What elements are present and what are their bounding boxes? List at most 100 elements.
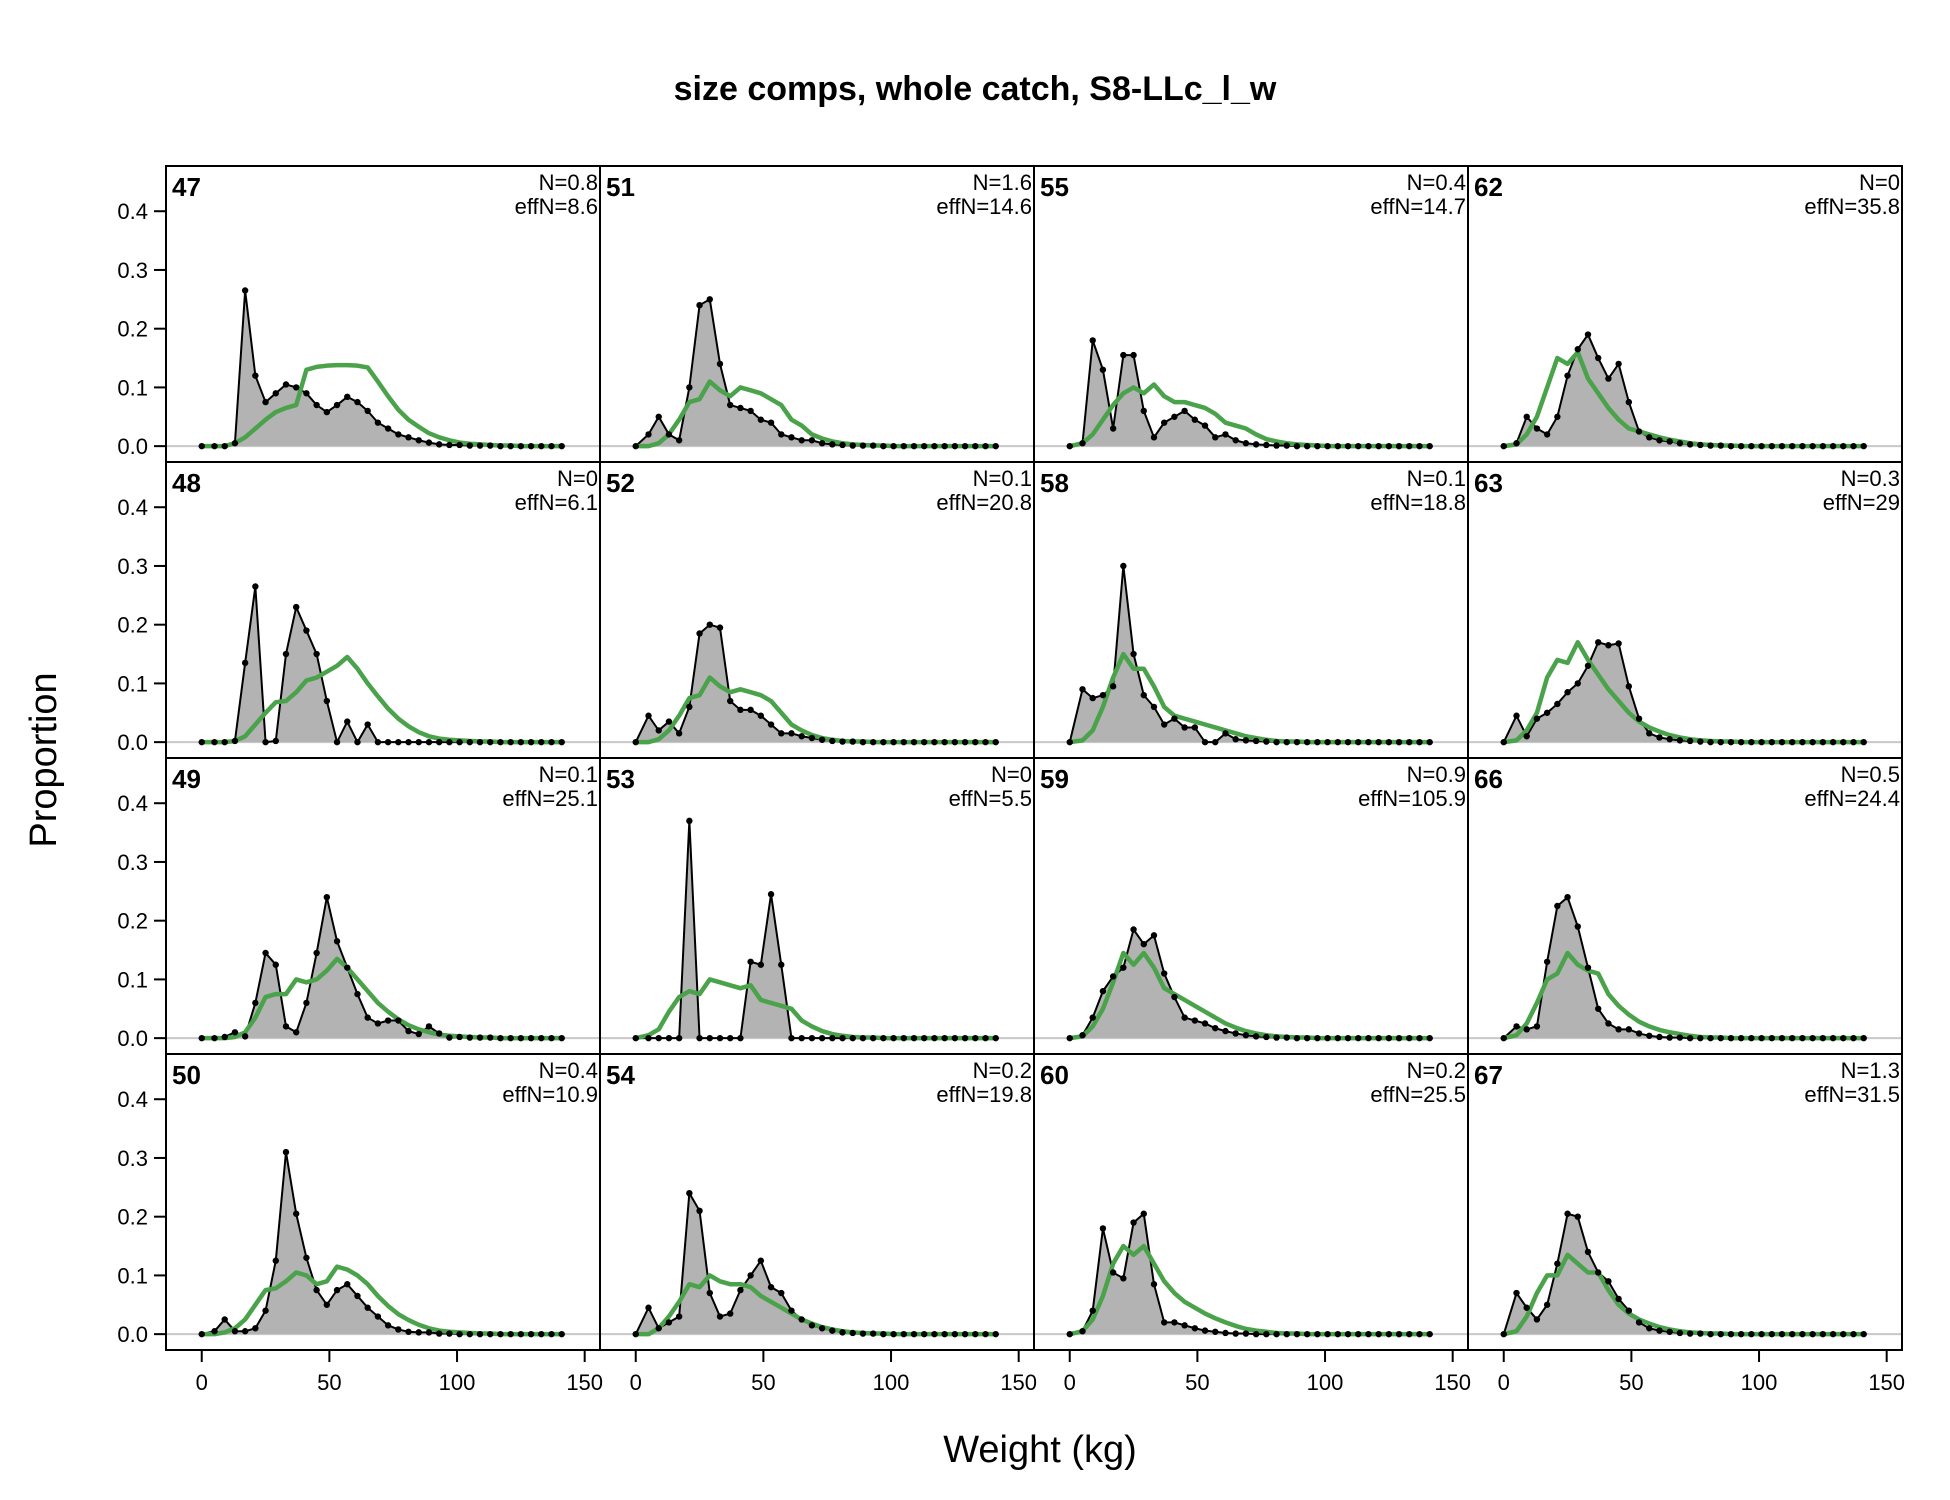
observed-area bbox=[1503, 897, 1864, 1039]
observed-point bbox=[211, 442, 218, 450]
observed-point bbox=[198, 442, 205, 450]
observed-point bbox=[1717, 442, 1724, 449]
observed-point bbox=[1385, 738, 1393, 746]
observed-point bbox=[323, 697, 331, 705]
observed-point bbox=[1574, 923, 1581, 930]
observed-point bbox=[497, 1330, 504, 1338]
panel-label: 59 bbox=[1040, 764, 1069, 794]
observed-point bbox=[198, 1034, 205, 1042]
observed-point bbox=[1748, 442, 1755, 450]
observed-area bbox=[1503, 1213, 1864, 1335]
observed-point bbox=[880, 442, 887, 450]
observed-area bbox=[201, 586, 562, 743]
observed-point bbox=[921, 442, 928, 450]
observed-point bbox=[1727, 1034, 1735, 1042]
y-tick-label: 0.0 bbox=[117, 1322, 148, 1347]
observed-point bbox=[1222, 1027, 1229, 1035]
observed-point bbox=[839, 441, 846, 449]
observed-point bbox=[1543, 431, 1551, 438]
observed-point bbox=[466, 1330, 473, 1338]
observed-point bbox=[869, 738, 877, 746]
observed-point bbox=[1758, 738, 1765, 746]
observed-point bbox=[655, 1325, 662, 1332]
observed-point bbox=[1273, 1330, 1280, 1338]
observed-point bbox=[1130, 1219, 1137, 1226]
panel-label: 51 bbox=[606, 172, 635, 202]
y-tick-label: 0.3 bbox=[117, 1146, 148, 1171]
observed-point bbox=[1758, 1330, 1765, 1338]
observed-point bbox=[992, 1330, 999, 1338]
n-label: N=0.1 bbox=[1407, 466, 1466, 491]
observed-point bbox=[262, 738, 269, 746]
observed-point bbox=[198, 1330, 205, 1338]
axes: 0.0 0.1 0.2 0.3 0.4 0.0 0.1 0.2 0.3 0.4 0.0 0.1 0.2 0… bbox=[117, 199, 1905, 1395]
observed-area bbox=[1503, 642, 1864, 743]
observed-point bbox=[1344, 442, 1352, 450]
observed-point bbox=[880, 1034, 887, 1042]
observed-point bbox=[972, 1034, 979, 1042]
observed-point bbox=[849, 738, 856, 745]
observed-point bbox=[1212, 738, 1219, 746]
observed-point bbox=[456, 1033, 463, 1041]
observed-point bbox=[1829, 442, 1837, 450]
observed-point bbox=[1737, 1330, 1745, 1338]
observed-point bbox=[241, 1328, 249, 1335]
observed-point bbox=[456, 1330, 463, 1338]
observed-point bbox=[1850, 442, 1857, 450]
y-tick-label: 0.2 bbox=[117, 1205, 148, 1230]
observed-point bbox=[1829, 1034, 1837, 1042]
observed-point bbox=[282, 381, 290, 388]
panel-label: 50 bbox=[172, 1060, 201, 1090]
observed-point bbox=[1416, 1034, 1423, 1042]
observed-point bbox=[1201, 738, 1209, 746]
observed-point bbox=[1324, 442, 1331, 450]
observed-point bbox=[1605, 375, 1612, 382]
observed-point bbox=[405, 434, 412, 441]
observed-point bbox=[829, 1034, 836, 1042]
observed-point bbox=[558, 1330, 565, 1338]
observed-point bbox=[1395, 1330, 1403, 1338]
observed-point bbox=[1584, 1248, 1592, 1256]
observed-point bbox=[788, 730, 795, 737]
observed-point bbox=[665, 431, 673, 438]
panel-label: 49 bbox=[172, 764, 201, 794]
observed-point bbox=[1500, 738, 1507, 746]
observed-point bbox=[231, 1328, 239, 1335]
observed-point bbox=[1303, 442, 1311, 450]
observed-point bbox=[1574, 1213, 1581, 1220]
observed-point bbox=[890, 738, 897, 746]
observed-point bbox=[507, 1034, 514, 1042]
observed-point bbox=[982, 442, 989, 450]
observed-point bbox=[1252, 1033, 1260, 1040]
observed-point bbox=[241, 659, 249, 667]
observed-point bbox=[1416, 1330, 1423, 1338]
panel-label: 47 bbox=[172, 172, 201, 202]
observed-point bbox=[1656, 734, 1663, 741]
observed-point bbox=[435, 1030, 443, 1037]
observed-point bbox=[333, 738, 341, 746]
observed-point bbox=[1686, 1034, 1694, 1042]
effn-label: effN=18.8 bbox=[1370, 490, 1466, 515]
observed-point bbox=[1564, 372, 1571, 379]
observed-point bbox=[425, 738, 433, 746]
observed-point bbox=[1860, 442, 1867, 450]
panel-label: 54 bbox=[606, 1060, 635, 1090]
observed-point bbox=[941, 738, 948, 746]
y-tick-label: 0.2 bbox=[117, 613, 148, 638]
panel-label: 60 bbox=[1040, 1060, 1069, 1090]
observed-point bbox=[446, 1034, 453, 1041]
observed-point bbox=[1768, 738, 1776, 746]
observed-point bbox=[951, 1330, 959, 1338]
observed-point bbox=[1513, 440, 1520, 447]
y-tick-label: 0.4 bbox=[117, 495, 148, 520]
observed-point bbox=[818, 1325, 826, 1332]
observed-point bbox=[696, 1207, 703, 1215]
observed-point bbox=[1079, 440, 1086, 447]
observed-point bbox=[517, 738, 525, 746]
observed-point bbox=[1727, 738, 1735, 746]
observed-point bbox=[354, 738, 361, 746]
